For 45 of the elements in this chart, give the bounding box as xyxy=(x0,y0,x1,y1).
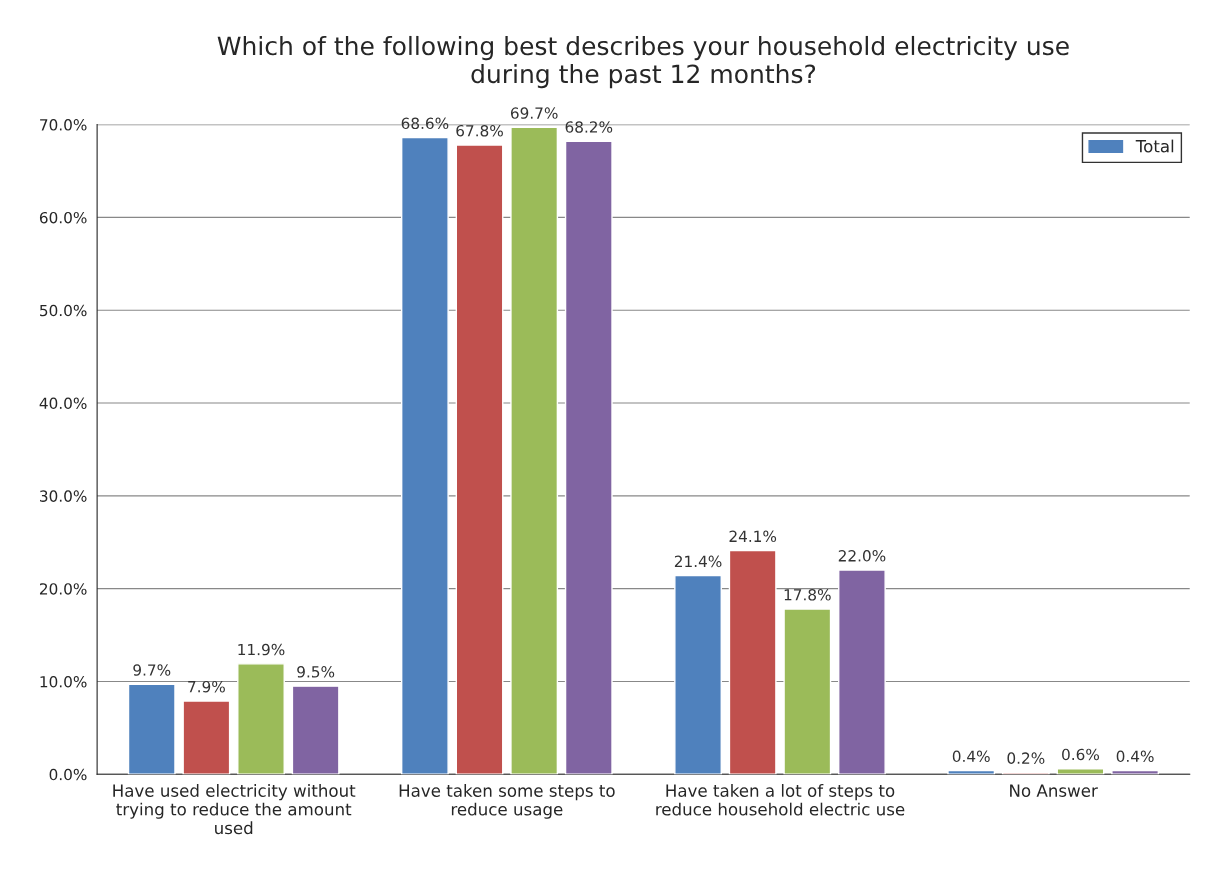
y-tick-label: 60.0% xyxy=(39,211,87,224)
y-tick-label: 20.0% xyxy=(39,583,87,595)
data-label: 68.6% xyxy=(401,117,449,130)
data-label: 21.4% xyxy=(674,555,722,568)
chart-title: Which of the following best describes your household electricity use during the past 12 months? xyxy=(217,35,1069,89)
data-label: 9.7% xyxy=(133,664,171,676)
data-label: 9.5% xyxy=(297,666,335,678)
x-tick-label: Have taken some steps to reduce usage xyxy=(399,784,615,819)
bar xyxy=(1056,768,1105,775)
legend-label: Total xyxy=(1135,139,1174,153)
data-label: 7.9% xyxy=(188,680,225,693)
y-tick-label: 0.0% xyxy=(49,768,87,781)
y-tick-label: 40.0% xyxy=(39,397,87,410)
data-label: 17.8% xyxy=(784,589,831,601)
data-label: 69.7% xyxy=(510,107,558,119)
bar xyxy=(510,126,559,775)
data-label: 67.8% xyxy=(456,124,503,137)
data-label: 0.6% xyxy=(1062,748,1100,761)
y-tick-label: 70.0% xyxy=(40,119,87,131)
bar xyxy=(838,569,886,775)
data-label: 24.1% xyxy=(729,530,777,543)
bar xyxy=(400,136,449,775)
x-tick-label: Have taken a lot of steps to reduce household electric use xyxy=(656,784,905,816)
bar xyxy=(564,140,613,775)
bar xyxy=(237,663,285,775)
y-tick-label: 50.0% xyxy=(40,304,87,317)
x-tick-label: Have used electricity without trying to reduce the amount used xyxy=(113,784,356,835)
y-tick-label: 30.0% xyxy=(40,490,87,502)
bar xyxy=(1111,769,1160,775)
x-tick-label: No Answer xyxy=(1010,784,1098,797)
y-tick-label: 10.0% xyxy=(40,675,87,688)
bar xyxy=(947,769,996,775)
data-label: 0.2% xyxy=(1007,752,1045,764)
bar xyxy=(182,700,231,775)
data-label: 22.0% xyxy=(838,550,886,562)
data-label: 11.9% xyxy=(238,643,285,656)
bar xyxy=(674,574,722,775)
data-label: 68.2% xyxy=(565,121,613,133)
bar xyxy=(455,144,504,775)
data-label: 0.4% xyxy=(1116,750,1154,763)
bar xyxy=(728,549,777,775)
bar xyxy=(291,685,340,775)
data-label: 0.4% xyxy=(952,750,990,763)
bar xyxy=(783,608,832,775)
bar xyxy=(127,683,176,775)
